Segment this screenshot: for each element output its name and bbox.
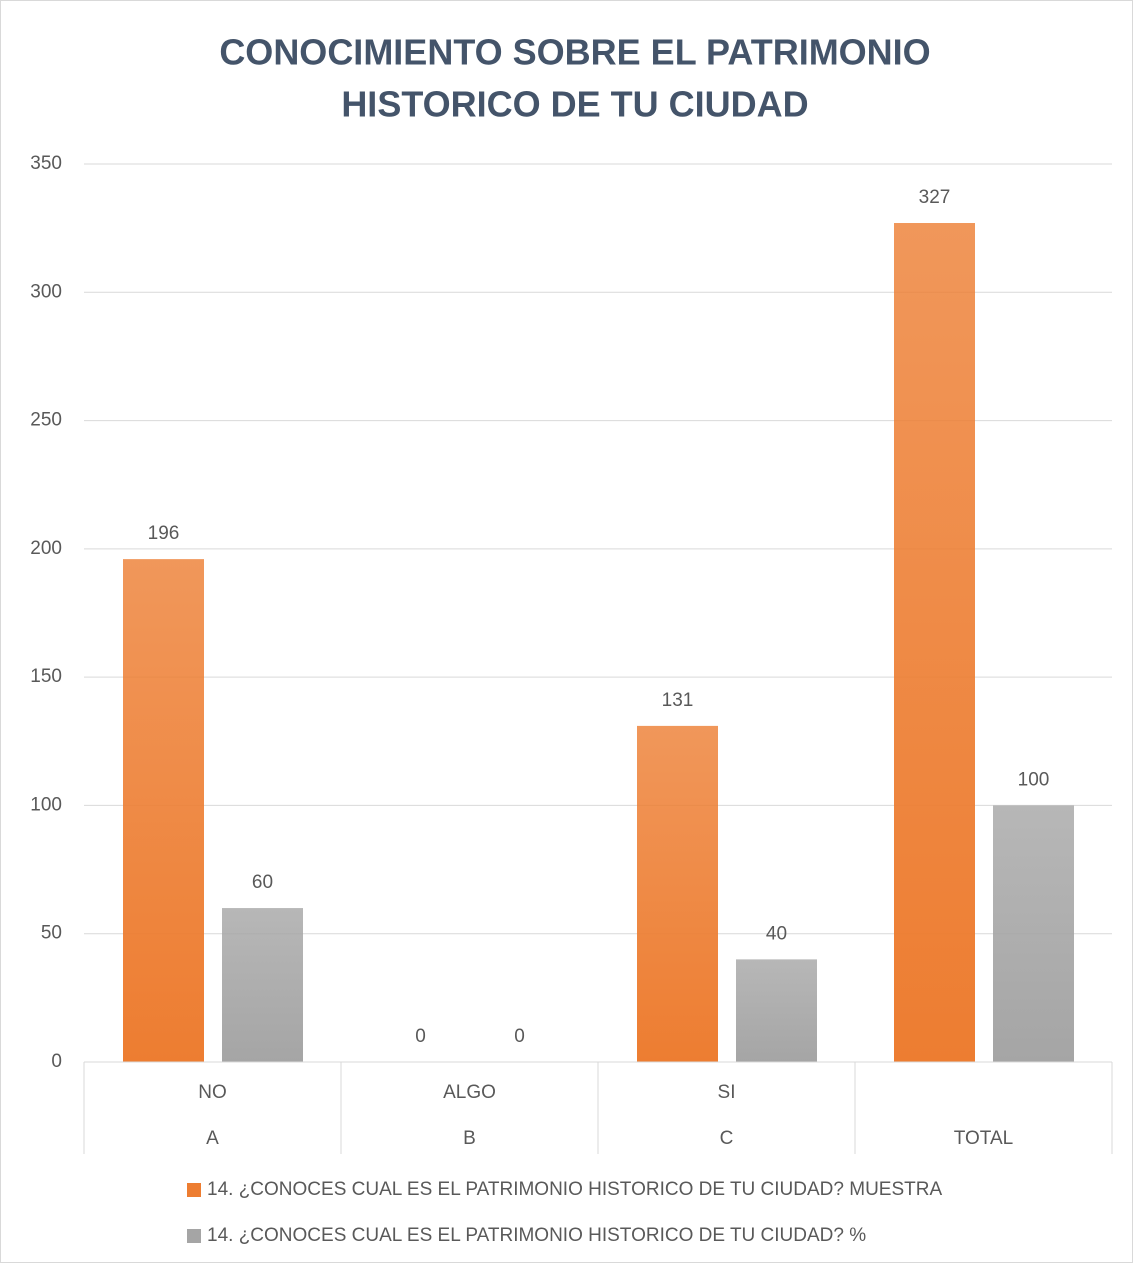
y-tick-label: 300: [30, 281, 62, 302]
chart-title: HISTORICO DE TU CIUDAD: [341, 84, 808, 125]
y-tick-label: 150: [30, 666, 62, 687]
y-tick-label: 250: [30, 410, 62, 431]
legend-swatch: [187, 1183, 201, 1197]
x-group-label: B: [463, 1128, 476, 1149]
data-label: 327: [919, 187, 951, 208]
y-tick-label: 100: [30, 794, 62, 815]
y-tick-label: 350: [30, 153, 62, 174]
legend-swatch: [187, 1229, 201, 1243]
x-group-label: TOTAL: [954, 1128, 1013, 1149]
data-label: 60: [252, 872, 273, 893]
y-tick-label: 50: [41, 923, 62, 944]
data-label: 40: [766, 923, 787, 944]
x-group-label: C: [720, 1128, 734, 1149]
data-label: 131: [662, 690, 694, 711]
legend-label: 14. ¿CONOCES CUAL ES EL PATRIMONIO HISTO…: [207, 1225, 866, 1246]
data-label: 196: [148, 523, 180, 544]
data-label: 100: [1018, 769, 1050, 790]
data-label: 0: [415, 1026, 426, 1047]
y-tick-label: 200: [30, 538, 62, 559]
x-group-label: A: [206, 1128, 219, 1149]
bar: [894, 223, 975, 1063]
x-tick-label: ALGO: [443, 1082, 496, 1103]
legend-label: 14. ¿CONOCES CUAL ES EL PATRIMONIO HISTO…: [207, 1179, 942, 1200]
bar: [637, 725, 718, 1062]
bar: [222, 908, 303, 1062]
bar: [736, 959, 817, 1062]
bar: [993, 805, 1074, 1062]
data-label: 0: [514, 1026, 525, 1047]
x-tick-label: NO: [198, 1082, 227, 1103]
x-tick-label: SI: [718, 1082, 736, 1103]
bar: [123, 559, 204, 1062]
chart-title: CONOCIMIENTO SOBRE EL PATRIMONIO: [219, 32, 930, 73]
y-tick-label: 0: [51, 1051, 62, 1072]
